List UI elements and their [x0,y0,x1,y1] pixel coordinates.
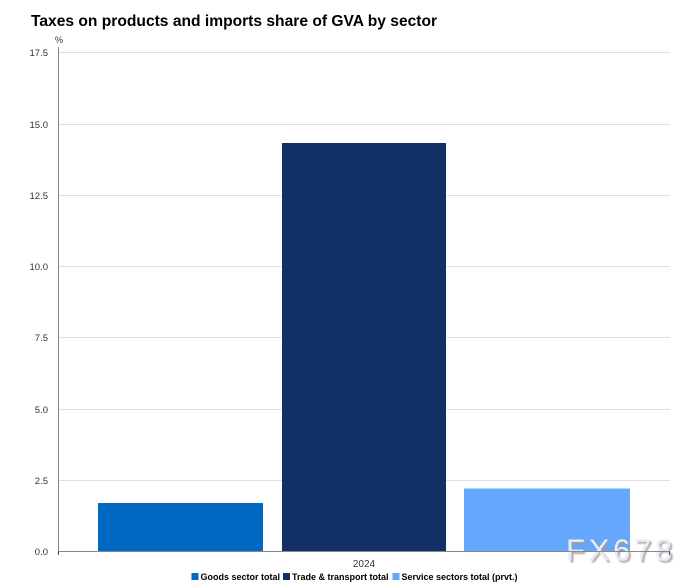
svg-text:Taxes on products and imports: Taxes on products and imports share of G… [31,13,437,30]
svg-text:5.0: 5.0 [35,405,48,416]
svg-text:Goods sector total: Goods sector total [201,572,281,582]
svg-text:17.5: 17.5 [30,48,49,59]
svg-text:7.5: 7.5 [35,333,48,344]
svg-text:0.0: 0.0 [35,547,48,558]
svg-text:FX678: FX678 [568,535,678,570]
svg-text:%: % [55,35,63,45]
svg-text:FX678: FX678 [566,533,676,568]
svg-text:15.0: 15.0 [30,120,49,131]
svg-text:Service sectors total (prvt.): Service sectors total (prvt.) [402,572,518,582]
svg-text:2024: 2024 [353,559,376,570]
svg-text:10.0: 10.0 [30,262,49,273]
svg-text:12.5: 12.5 [30,191,49,202]
svg-text:Trade & transport total: Trade & transport total [292,572,389,582]
svg-text:2.5: 2.5 [35,476,48,487]
